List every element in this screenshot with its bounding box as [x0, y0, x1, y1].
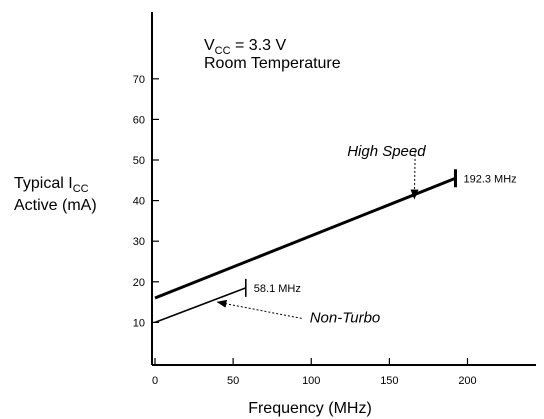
- x-tick-label: 50: [227, 375, 239, 387]
- non-turbo-leader-arrow: [216, 299, 302, 319]
- y-tick-label: 40: [133, 196, 145, 208]
- y-tick-label: 50: [133, 155, 145, 167]
- high-speed-endpoint-label: 192.3 MHz: [463, 173, 516, 185]
- non-turbo-endpoint-label: 58.1 MHz: [254, 283, 301, 295]
- y-tick-label: 70: [133, 74, 145, 86]
- x-axis-label: Frequency (MHz): [248, 400, 372, 417]
- x-tick-label: 200: [458, 375, 476, 387]
- high-speed-series-line: [154, 176, 457, 300]
- y-tick-label: 60: [133, 114, 145, 126]
- y-axis-label-line1: Typical ICC: [14, 175, 89, 195]
- non-turbo-series-line: [154, 287, 247, 324]
- non-turbo-series-label: Non-Turbo: [310, 309, 381, 326]
- vcc-annotation: VCC = 3.3 V: [204, 37, 286, 57]
- y-axis-label-line2: Active (mA): [14, 197, 97, 214]
- x-tick-label: 150: [380, 375, 398, 387]
- y-tick-label: 10: [133, 317, 145, 329]
- x-tick-label: 100: [302, 375, 320, 387]
- temperature-annotation: Room Temperature: [204, 55, 341, 72]
- y-tick-label: 20: [133, 277, 145, 289]
- high-speed-series-label: High Speed: [347, 143, 426, 160]
- y-tick-label: 30: [133, 236, 145, 248]
- x-tick-label: 0: [152, 375, 158, 387]
